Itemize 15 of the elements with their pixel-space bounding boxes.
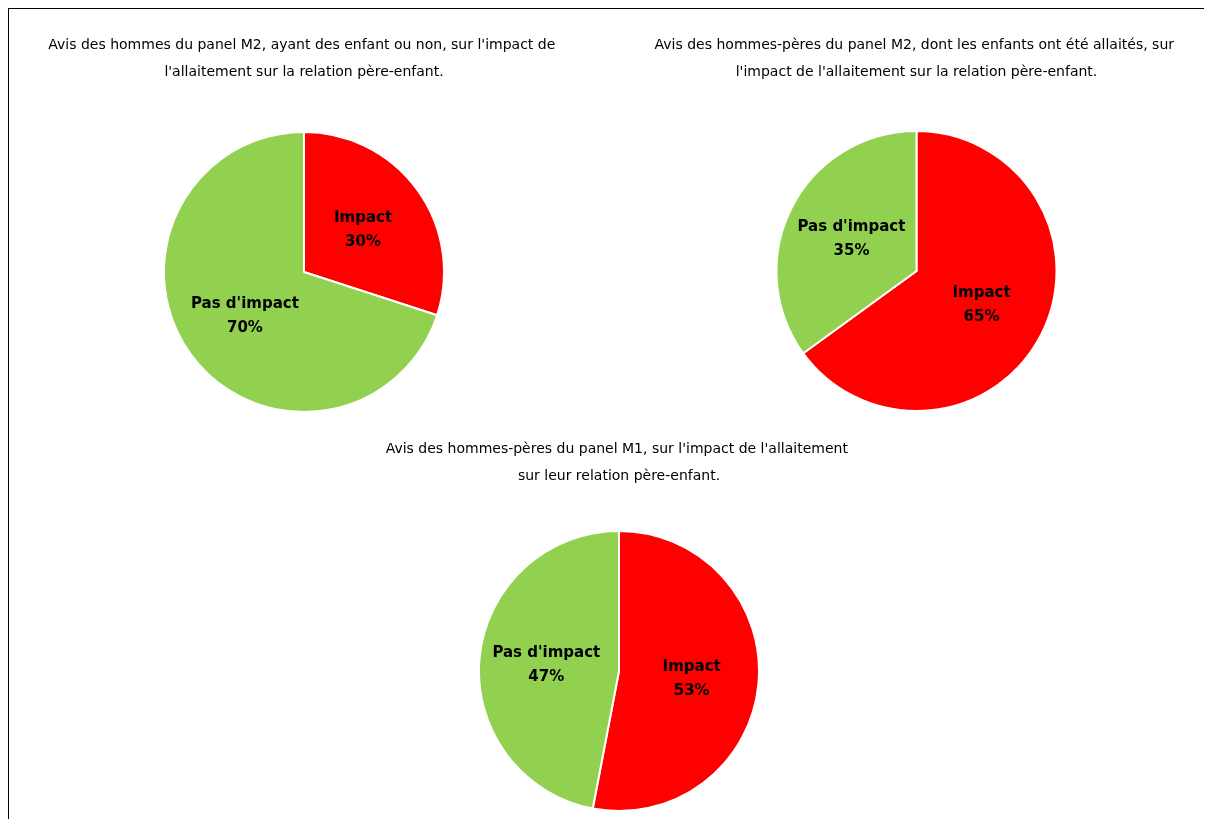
slice-label: Pas d'impact [191, 293, 299, 312]
chart-title: Avis des hommes-pères du panel M1, sur l'impact de l'allaitement sur leur relation père-enfant. [385, 439, 853, 483]
slice-label: Impact [952, 283, 1011, 302]
slice-label: Impact [333, 208, 393, 227]
data-label: 65% [963, 307, 1000, 326]
data-label: 53% [673, 680, 710, 699]
chart-title: Avis des hommes du panel M2, ayant des enfant ou non, sur l'impact de l'allaitement sur la relation père-enfant. [48, 35, 560, 79]
chart-title: Avis des hommes-pères du panel M2, dont les enfants ont été allaités, sur l'impact de l'allaitement sur la relation père-enfant. [654, 35, 1179, 79]
slice-label: Pas d'impact [797, 216, 906, 235]
slice-label: Impact [662, 656, 721, 675]
data-label: 35% [833, 240, 870, 259]
data-label: 30% [345, 232, 382, 251]
data-label: 47% [528, 667, 565, 686]
data-label: 70% [226, 317, 263, 336]
slice-label: Pas d'impact [492, 643, 601, 662]
